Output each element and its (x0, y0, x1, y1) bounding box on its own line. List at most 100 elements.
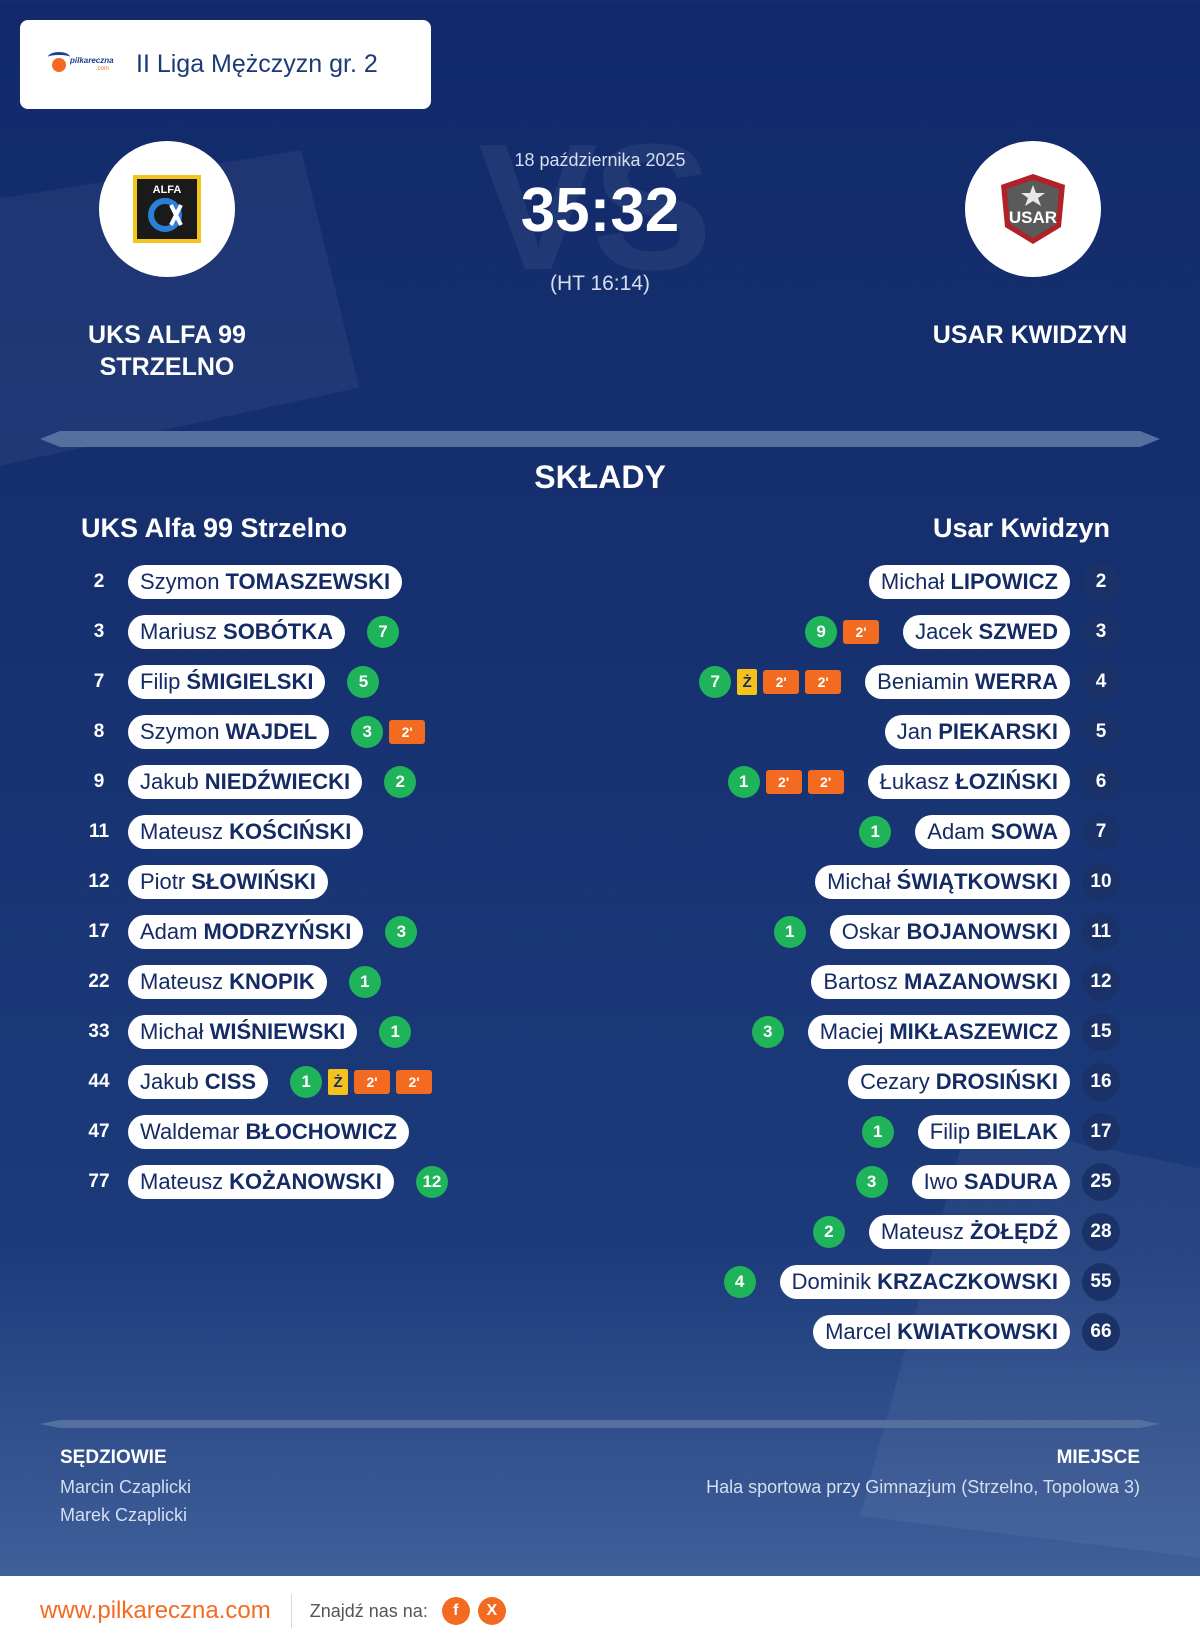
player-first-name: Mateusz (140, 1169, 224, 1194)
player-number: 9 (93, 771, 105, 792)
player-last-name: MAZANOWSKI (904, 969, 1058, 994)
player-first-name: Dominik (791, 1269, 872, 1294)
player-name: Mateusz KNOPIK (128, 965, 327, 999)
player-last-name: DROSIŃSKI (935, 1069, 1058, 1094)
player-last-name: WIŚNIEWSKI (209, 1019, 346, 1044)
venue-text: Hala sportowa przy Gimnazjum (Strzelno, … (706, 1477, 1140, 1497)
halftime-score: (HT 16:14) (550, 272, 650, 295)
goals-badge: 1 (290, 1066, 323, 1098)
player-name: Adam SOWA (915, 815, 1070, 849)
player-name: Jan PIEKARSKI (884, 715, 1070, 749)
goals-badge: 12 (415, 1166, 448, 1198)
player-first-name: Michał (880, 569, 945, 594)
goals-badge: 3 (855, 1166, 888, 1198)
lineups-title: SKŁADY (534, 459, 666, 495)
player-number: 66 (1082, 1313, 1120, 1351)
player-first-name: Marcel (825, 1319, 892, 1344)
vs-watermark: VS (478, 107, 712, 308)
player-last-name: NIEDŹWIECKI (204, 769, 351, 794)
player-last-name: SZWED (978, 619, 1058, 644)
player-number: 16 (1082, 1063, 1120, 1101)
player-first-name: Mateusz (880, 1219, 964, 1244)
player-last-name: LIPOWICZ (950, 569, 1058, 594)
player-name: Piotr SŁOWIŃSKI (128, 865, 328, 899)
home-team-name: UKS ALFA 99 STRZELNO (88, 321, 246, 381)
player-name: Łukasz ŁOZIŃSKI (867, 765, 1070, 799)
player-number: 3 (93, 621, 105, 642)
player-row: Michał ŚWIĄTKOWSKI 10 (699, 857, 1120, 907)
yellow-card-icon: Ż (328, 1069, 349, 1095)
facebook-icon[interactable]: f (441, 1597, 470, 1625)
player-name: Cezary DROSIŃSKI (848, 1065, 1070, 1099)
goals-badge: 2 (812, 1216, 845, 1248)
find-us-label: Znajdź nas na: (309, 1600, 428, 1621)
player-stats: 7 Ż 2' 2' (699, 666, 842, 698)
player-first-name: Filip (140, 669, 181, 694)
player-last-name: KOŚCIŃSKI (229, 819, 352, 844)
goals-badge: 1 (861, 1116, 894, 1148)
player-first-name: Jakub (140, 769, 199, 794)
player-first-name: Piotr (140, 869, 186, 894)
goals-badge: 3 (385, 916, 418, 948)
player-row: 12 Piotr SŁOWIŃSKI (80, 857, 448, 907)
x-icon[interactable]: X (477, 1597, 506, 1625)
player-stats: 3 (385, 916, 418, 948)
player-last-name: BŁOCHOWICZ (245, 1119, 397, 1144)
player-number: 11 (88, 821, 110, 842)
player-row: 4 Dominik KRZACZKOWSKI 55 (699, 1257, 1120, 1307)
player-row: 2 Mateusz ŻOŁĘDŹ 28 (699, 1207, 1120, 1257)
player-stats: 3 2' (351, 716, 426, 748)
suspension-badge: 2' (763, 670, 800, 694)
player-row: Cezary DROSIŃSKI 16 (699, 1057, 1120, 1107)
suspension-badge: 2' (354, 1070, 391, 1094)
player-row: 77 Mateusz KOŻANOWSKI 12 (80, 1157, 448, 1207)
player-name: Michał ŚWIĄTKOWSKI (815, 865, 1070, 899)
player-number: 7 (1082, 813, 1120, 851)
player-stats: 1 (379, 1016, 412, 1048)
player-name: Dominik KRZACZKOWSKI (779, 1265, 1070, 1299)
player-name: Adam MODRZYŃSKI (128, 915, 364, 949)
player-last-name: MODRZYŃSKI (203, 919, 352, 944)
player-row: 17 Adam MODRZYŃSKI 3 (80, 907, 448, 957)
site-link[interactable]: www.pilkareczna.com (40, 1597, 271, 1624)
player-name: Mateusz KOŚCIŃSKI (128, 815, 364, 849)
player-last-name: SŁOWIŃSKI (191, 869, 316, 894)
player-number: 5 (1082, 713, 1120, 751)
player-stats: 2 (384, 766, 417, 798)
player-row: 3 Iwo SADURA 25 (699, 1157, 1120, 1207)
player-number: 33 (88, 1021, 110, 1042)
player-stats: 1 2' 2' (727, 766, 844, 798)
player-row: 7 Ż 2' 2' Beniamin WERRA 4 (699, 657, 1120, 707)
goals-badge: 1 (859, 816, 892, 848)
player-number: 12 (88, 871, 110, 892)
player-row: 1 Adam SOWA 7 (699, 807, 1120, 857)
player-last-name: SOBÓTKA (223, 619, 334, 644)
divider (40, 431, 1160, 447)
player-name: Szymon TOMASZEWSKI (128, 565, 403, 599)
player-stats: 3 (855, 1166, 888, 1198)
player-first-name: Bartosz (823, 969, 899, 994)
goals-badge: 2 (384, 766, 417, 798)
player-number: 17 (1082, 1113, 1120, 1151)
home-roster-title: UKS Alfa 99 Strzelno (81, 513, 348, 543)
player-row: 3 Maciej MIKŁASZEWICZ 15 (699, 1007, 1120, 1057)
goals-badge: 3 (351, 716, 384, 748)
player-number: 28 (1082, 1213, 1120, 1251)
player-first-name: Szymon (140, 569, 220, 594)
player-name: Waldemar BŁOCHOWICZ (128, 1115, 409, 1149)
player-name: Beniamin WERRA (865, 665, 1070, 699)
player-last-name: KRZACZKOWSKI (877, 1269, 1058, 1294)
player-row: 7 Filip ŚMIGIELSKI 5 (80, 657, 448, 707)
player-row: 1 Oskar BOJANOWSKI 11 (699, 907, 1120, 957)
player-row: 9 Jakub NIEDŹWIECKI 2 (80, 757, 448, 807)
player-last-name: TOMASZEWSKI (225, 569, 391, 594)
player-row: Michał LIPOWICZ 2 (699, 557, 1120, 607)
player-first-name: Waldemar (140, 1119, 240, 1144)
away-roster-title: Usar Kwidzyn (932, 513, 1110, 543)
player-number: 11 (1082, 913, 1120, 951)
suspension-badge: 2' (396, 1070, 433, 1094)
player-last-name: KNOPIK (229, 969, 315, 994)
player-name: Szymon WAJDEL (128, 715, 330, 749)
player-row: 2 Szymon TOMASZEWSKI (80, 557, 448, 607)
player-first-name: Cezary (860, 1069, 930, 1094)
